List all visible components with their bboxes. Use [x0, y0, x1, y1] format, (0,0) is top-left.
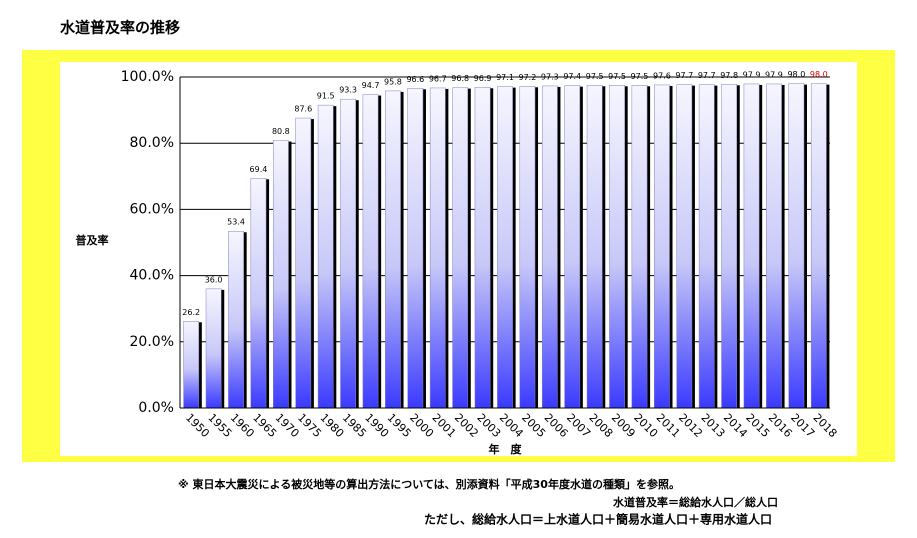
y-tick-label: 0.0% [138, 400, 174, 416]
note: ※ 東日本大震災による被災地等の算出方法については、別添資料「平成30年度水道の… [178, 477, 680, 491]
value-label: 69.4 [250, 165, 268, 174]
value-label: 97.5 [631, 72, 649, 81]
bar [340, 98, 356, 409]
value-label: 97.2 [519, 73, 537, 82]
value-label: 97.5 [586, 72, 604, 81]
value-label: 96.8 [451, 74, 469, 83]
bar [452, 87, 469, 409]
bar [743, 83, 760, 409]
bar [228, 230, 244, 409]
value-label: 97.7 [698, 71, 716, 80]
value-label: 87.6 [294, 105, 312, 114]
bar [474, 87, 491, 409]
value-label: 97.7 [675, 71, 693, 80]
bar [676, 84, 693, 409]
bar [429, 87, 446, 409]
bar [609, 85, 625, 409]
bar [295, 117, 312, 409]
bar [766, 83, 782, 409]
bar [183, 321, 200, 409]
bar [250, 178, 267, 409]
y-tick-label: 80.0% [130, 135, 174, 151]
value-label: 36.0 [205, 275, 223, 284]
bar [631, 85, 648, 409]
value-label: 26.2 [182, 308, 200, 317]
value-label: 94.7 [362, 81, 380, 90]
bar [519, 86, 536, 409]
value-label: 97.9 [765, 70, 783, 79]
bar [721, 84, 738, 409]
y-axis-label: 普及率 [76, 233, 109, 247]
value-label: 97.5 [608, 72, 626, 81]
value-label: 96.7 [429, 74, 447, 83]
value-label: 97.3 [541, 72, 559, 81]
value-label: 53.4 [227, 218, 245, 227]
bar [272, 140, 289, 409]
bar [205, 288, 222, 409]
value-label: 96.9 [474, 74, 492, 83]
value-label: 97.1 [496, 73, 514, 82]
bar [586, 85, 603, 409]
value-label: 98.0 [787, 70, 805, 79]
x-axis-label: 年 度 [489, 442, 523, 456]
bar [317, 104, 334, 409]
chart-title: 水道普及率の推移 [60, 19, 180, 37]
bar [788, 83, 805, 409]
value-label: 98.0 [810, 70, 828, 79]
value-label: 93.3 [339, 86, 357, 95]
note: 水道普及率＝総給水人口／総人口 [613, 495, 778, 509]
value-label: 91.5 [317, 92, 335, 101]
bar [362, 94, 379, 409]
y-tick-label: 60.0% [130, 201, 174, 217]
bar [810, 83, 827, 409]
y-tick-label: 40.0% [130, 268, 174, 284]
value-label: 97.8 [720, 71, 738, 80]
value-label: 95.8 [384, 77, 402, 86]
bar [564, 85, 581, 409]
bar [385, 90, 401, 409]
bar [407, 88, 424, 409]
bar [654, 84, 670, 409]
bar [541, 85, 558, 409]
value-label: 97.4 [563, 72, 581, 81]
value-label: 96.6 [406, 75, 424, 84]
bar [698, 84, 715, 409]
y-tick-label: 100.0% [121, 69, 174, 85]
y-tick-label: 20.0% [130, 334, 174, 350]
value-label: 97.9 [743, 70, 761, 79]
note: ただし、総給水人口＝上水道人口＋簡易水道人口＋専用水道人口 [424, 512, 772, 527]
bar [497, 86, 513, 409]
value-label: 80.8 [272, 127, 290, 136]
value-label: 97.6 [653, 71, 671, 80]
